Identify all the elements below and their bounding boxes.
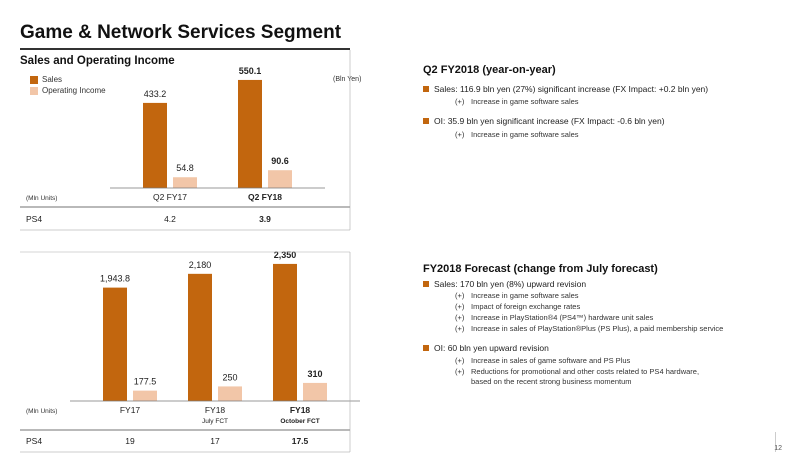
- legend-label-oi: Operating Income: [42, 86, 106, 95]
- units-row-value-2: 17.5: [292, 436, 309, 446]
- chart2-svg: 1,943.8 177.5 FY17 2,180 250 FY18 July FCT 2,35…: [20, 250, 360, 453]
- q2-bullet-oi-text: OI: 35.9 bln yen significant increase (F…: [434, 116, 665, 126]
- bar-sales-0: [143, 102, 167, 188]
- q2-heading: Q2 FY2018 (year-on-year): [423, 64, 783, 76]
- bar-sales-1: [238, 79, 262, 188]
- bar-oi-0: [133, 390, 157, 401]
- fy-oi-sub-text: Reductions for promotional and other cos…: [471, 367, 700, 376]
- q2-bullet-oi: OI: 35.9 bln yen significant increase (F…: [423, 116, 783, 126]
- data-label-sales-1: 550.1: [239, 66, 262, 76]
- bar-oi-0: [173, 177, 197, 188]
- data-label-sales-1: 2,180: [189, 260, 212, 270]
- plus-marker: (+): [455, 302, 465, 311]
- plus-marker: (+): [455, 324, 465, 333]
- fy-bullet-oi: OI: 60 bln yen upward revision: [423, 343, 783, 353]
- q2-oi-sub: (+) Increase in game software sales: [455, 130, 783, 139]
- data-label-sales-0: 1,943.8: [100, 274, 130, 284]
- fy-bullet-oi-text: OI: 60 bln yen upward revision: [434, 343, 549, 353]
- units-row-value-1: 17: [210, 436, 220, 446]
- page-title: Game & Network Services Segment: [20, 22, 342, 43]
- fy-oi-sub: (+) Reductions for promotional and other …: [455, 367, 783, 376]
- fy-sales-sub-text: Increase in game software sales: [471, 291, 579, 300]
- q2-heading-main: Q2 FY2018: [423, 64, 480, 76]
- category-label-1: FY18: [205, 405, 226, 415]
- bar-sales-2: [273, 263, 297, 401]
- fy-heading: FY2018 Forecast (change from July foreca…: [423, 263, 783, 275]
- page-number-divider: [775, 432, 776, 452]
- fy-sales-sub: (+) Impact of foreign exchange rates: [455, 302, 783, 311]
- fy-sales-sub: (+) Increase in PlayStation®4 (PS4™) hard…: [455, 313, 783, 322]
- category-label-2: FY18: [290, 405, 311, 415]
- data-label-oi-1: 250: [222, 372, 237, 382]
- fy-commentary: FY2018 Forecast (change from July foreca…: [423, 263, 783, 386]
- legend-item-sales: Sales: [30, 75, 106, 84]
- units-row-name: PS4: [26, 436, 42, 446]
- plus-marker: (+): [455, 367, 465, 376]
- bar-oi-1: [268, 170, 292, 188]
- fy-oi-sub: (+) Increase in sales of game software an…: [455, 356, 783, 365]
- chart1-legend: Sales Operating Income: [30, 75, 106, 95]
- category-label-0: FY17: [120, 405, 141, 415]
- data-label-oi-2: 310: [307, 369, 322, 379]
- data-label-oi-0: 54.8: [176, 163, 194, 173]
- fy-sales-sub: (+) Increase in game software sales: [455, 291, 783, 300]
- q2-bullet-sales: Sales: 116.9 bln yen (27%) significant i…: [423, 84, 783, 94]
- plus-marker: (+): [455, 97, 465, 106]
- legend-label-sales: Sales: [42, 75, 63, 84]
- data-label-sales-2: 2,350: [274, 250, 297, 260]
- fy-bullet-sales-text: Sales: 170 bln yen (8%) upward revision: [434, 279, 587, 289]
- fy-sales-sub-text: Impact of foreign exchange rates: [471, 302, 581, 311]
- legend-swatch-oi: [30, 86, 38, 95]
- q2-sales-sub-text: Increase in game software sales: [471, 97, 579, 106]
- fy-oi-sub-continuation: based on the recent strong business mome…: [471, 377, 632, 386]
- bullet-square-icon: [423, 345, 429, 351]
- category-label-0: Q2 FY17: [153, 192, 187, 202]
- chart1-unit-label: (Bln Yen): [333, 76, 362, 83]
- units-row-value-0: 4.2: [164, 214, 176, 224]
- bar-oi-2: [303, 382, 327, 401]
- bar-sales-1: [188, 273, 212, 401]
- units-row-name: PS4: [26, 214, 42, 224]
- fy-oi-sub-text: Increase in sales of game software and P…: [471, 356, 631, 365]
- category-sublabel-2: October FCT: [280, 418, 319, 425]
- q2-oi-sub-text: Increase in game software sales: [471, 130, 579, 139]
- q2-sales-sub: (+) Increase in game software sales: [455, 97, 783, 106]
- bar-oi-1: [218, 386, 242, 401]
- q2-heading-paren: (year-on-year): [482, 64, 556, 76]
- fy-bullet-sales: Sales: 170 bln yen (8%) upward revision: [423, 279, 783, 289]
- q2-bullet-sales-text: Sales: 116.9 bln yen (27%) significant i…: [434, 84, 709, 94]
- legend-item-oi: Operating Income: [30, 86, 106, 95]
- units-label: (Mln Units): [26, 195, 57, 202]
- chart1-svg: 433.2 54.8 Q2 FY17 550.1 90.6 Q2 FY18 (Mln Uni…: [20, 50, 351, 231]
- units-row-value-1: 3.9: [259, 214, 271, 224]
- fy-heading-main: FY2018 Forecast: [423, 263, 511, 275]
- plus-marker: (+): [455, 313, 465, 322]
- plus-marker: (+): [455, 130, 465, 139]
- fy-sales-subs: (+) Increase in game software sales (+) Im…: [455, 291, 783, 333]
- bar-sales-0: [103, 287, 127, 401]
- title-underline: [20, 48, 350, 50]
- category-label-1: Q2 FY18: [248, 192, 282, 202]
- bullet-square-icon: [423, 118, 429, 124]
- chart1-title: Sales and Operating Income: [20, 55, 175, 67]
- category-sublabel-1: July FCT: [202, 418, 228, 425]
- bullet-square-icon: [423, 86, 429, 92]
- fy-sales-sub-text: Increase in PlayStation®4 (PS4™) hardwar…: [471, 313, 654, 322]
- data-label-oi-1: 90.6: [271, 156, 289, 166]
- bullet-square-icon: [423, 281, 429, 287]
- page-number: 12: [774, 445, 782, 452]
- fy-heading-paren: (change from July forecast): [513, 263, 658, 275]
- plus-marker: (+): [455, 291, 465, 300]
- units-row-value-0: 19: [125, 436, 135, 446]
- fy-sales-sub-text: Increase in sales of PlayStation®Plus (P…: [471, 324, 724, 333]
- fy-oi-subs: (+) Increase in sales of game software an…: [455, 356, 783, 386]
- plus-marker: (+): [455, 356, 465, 365]
- data-label-oi-0: 177.5: [134, 377, 157, 387]
- q2-commentary: Q2 FY2018 (year-on-year) Sales: 116.9 bl…: [423, 64, 783, 139]
- fy-sales-sub: (+) Increase in sales of PlayStation®Plus…: [455, 324, 783, 333]
- units-label: (Mln Units): [26, 408, 57, 415]
- data-label-sales-0: 433.2: [144, 89, 167, 99]
- legend-swatch-sales: [30, 75, 38, 84]
